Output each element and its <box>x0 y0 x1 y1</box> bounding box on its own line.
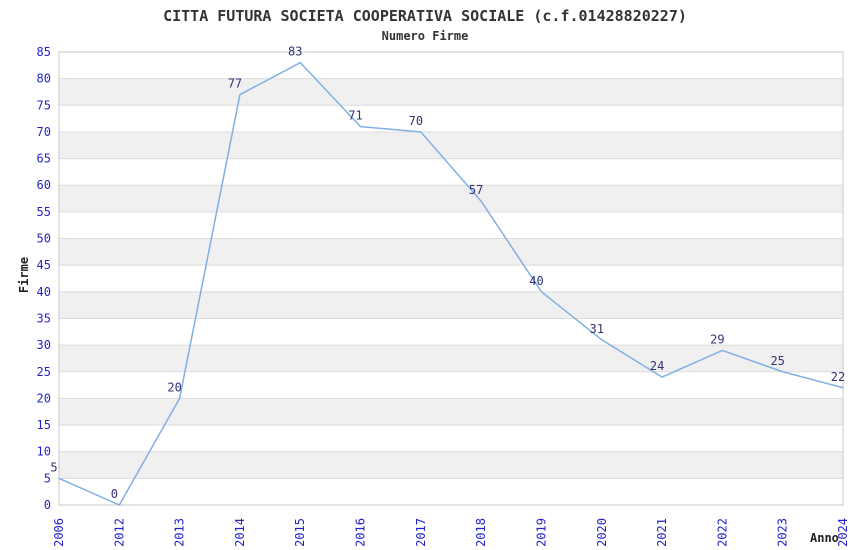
y-tick-label: 85 <box>37 45 51 59</box>
y-tick-label: 70 <box>37 125 51 139</box>
grid-band <box>59 451 843 479</box>
y-tick-label: 80 <box>37 72 51 86</box>
grid-band <box>59 238 843 266</box>
point-label: 29 <box>710 332 724 346</box>
x-tick-label: 2021 <box>655 518 669 547</box>
y-tick-label: 20 <box>37 391 51 405</box>
x-tick-label: 2023 <box>776 518 790 547</box>
point-label: 83 <box>288 45 302 59</box>
y-tick-label: 65 <box>37 152 51 166</box>
x-tick-label: 2016 <box>354 518 368 547</box>
point-label: 77 <box>228 77 242 91</box>
y-tick-label: 40 <box>37 285 51 299</box>
x-tick-label: 2022 <box>715 518 729 547</box>
point-label: 25 <box>770 354 784 368</box>
x-tick-label: 2018 <box>474 518 488 547</box>
point-label: 40 <box>529 274 543 288</box>
point-label: 71 <box>348 109 362 123</box>
y-tick-label: 0 <box>44 498 51 512</box>
x-tick-label: 2015 <box>293 518 307 547</box>
y-tick-label: 25 <box>37 365 51 379</box>
grid-band <box>59 185 843 212</box>
x-tick-label: 2012 <box>112 518 126 547</box>
y-tick-label: 35 <box>37 311 51 325</box>
data-line <box>58 61 844 506</box>
grid-band <box>59 291 843 319</box>
x-tick-label: 2014 <box>233 518 247 547</box>
point-label: 24 <box>650 359 664 373</box>
y-tick-label: 45 <box>37 258 51 272</box>
grid-band <box>59 131 843 159</box>
y-tick-label: 75 <box>37 98 51 112</box>
y-tick-label: 55 <box>37 205 51 219</box>
point-label: 31 <box>590 322 604 336</box>
y-tick-label: 10 <box>37 445 51 459</box>
x-tick-label: 2017 <box>414 518 428 547</box>
point-label: 22 <box>831 370 845 384</box>
grid-band <box>59 345 843 372</box>
grid-band <box>59 398 843 426</box>
x-tick-label: 2006 <box>52 518 66 547</box>
y-tick-label: 60 <box>37 178 51 192</box>
x-tick-label: 2024 <box>836 518 850 547</box>
point-label: 20 <box>167 380 181 394</box>
point-label: 0 <box>111 487 118 501</box>
plot-frame <box>58 51 844 506</box>
chart-subtitle: Numero Firme <box>381 29 469 43</box>
x-tick-label: 2013 <box>173 518 187 547</box>
y-tick-label: 5 <box>44 471 51 485</box>
grid-band <box>59 78 843 106</box>
y-tick-label: 50 <box>37 232 51 246</box>
y-tick-label: 30 <box>37 338 51 352</box>
point-label: 57 <box>469 183 483 197</box>
x-tick-label: 2020 <box>595 518 609 547</box>
x-axis-title: Anno <box>810 531 839 545</box>
point-label: 70 <box>409 114 423 128</box>
chart-title: CITTA FUTURA SOCIETA COOPERATIVA SOCIALE… <box>163 7 687 25</box>
x-tick-label: 2019 <box>534 518 548 547</box>
y-tick-label: 15 <box>37 418 51 432</box>
point-label: 5 <box>50 460 57 474</box>
